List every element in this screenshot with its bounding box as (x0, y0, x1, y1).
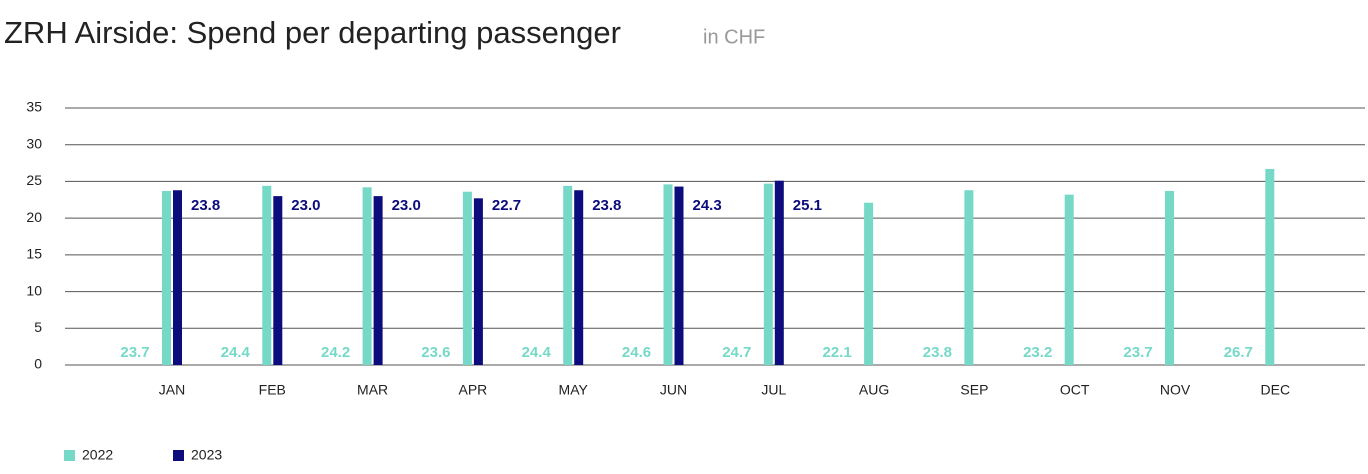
bar (373, 196, 383, 365)
value-label: 23.8 (191, 197, 220, 214)
y-tick-label: 10 (26, 282, 42, 298)
value-label: 23.6 (421, 344, 450, 361)
value-label: 25.1 (793, 197, 822, 214)
x-tick-label: APR (459, 382, 488, 398)
value-label: 24.2 (321, 344, 350, 361)
value-label: 23.7 (1123, 344, 1152, 361)
y-tick-label: 30 (26, 135, 42, 151)
bar (1265, 168, 1275, 365)
value-label: 24.4 (522, 344, 552, 361)
legend-label: 2022 (82, 447, 113, 463)
y-tick-label: 15 (26, 246, 42, 262)
bar (674, 186, 684, 365)
bar (663, 184, 673, 365)
value-label: 22.7 (492, 197, 521, 214)
value-label: 23.0 (291, 197, 320, 214)
y-tick-label: 20 (26, 209, 42, 225)
bar (273, 196, 283, 365)
value-label: 23.8 (923, 344, 952, 361)
value-label: 23.8 (592, 197, 621, 214)
bar (563, 185, 573, 365)
legend-label: 2023 (191, 447, 222, 463)
bar (1165, 190, 1174, 365)
bar (162, 190, 171, 365)
bar (774, 180, 784, 365)
x-tick-label: JUL (761, 382, 786, 398)
legend-swatch (173, 450, 184, 461)
value-label: 23.2 (1023, 344, 1052, 361)
y-tick-label: 25 (26, 172, 42, 188)
value-label: 22.1 (822, 344, 851, 361)
bar (574, 190, 584, 365)
value-label: 24.6 (622, 344, 651, 361)
y-tick-label: 35 (26, 99, 42, 115)
value-label: 23.0 (392, 197, 421, 214)
chart-subtitle: in CHF (703, 26, 765, 48)
y-tick-label: 5 (34, 319, 42, 335)
x-tick-label: DEC (1261, 382, 1291, 398)
bar (262, 185, 272, 365)
value-label: 26.7 (1224, 344, 1253, 361)
x-tick-label: AUG (859, 382, 889, 398)
bar (1064, 194, 1074, 365)
bar (473, 198, 483, 365)
value-label: 24.7 (722, 344, 751, 361)
value-label: 23.7 (120, 344, 149, 361)
legend-swatch (64, 450, 75, 461)
y-tick-label: 0 (34, 356, 42, 372)
bar (362, 187, 372, 365)
chart-title: ZRH Airside: Spend per departing passeng… (4, 15, 621, 50)
x-tick-label: JAN (159, 382, 185, 398)
value-label: 24.4 (221, 344, 251, 361)
x-tick-label: NOV (1160, 382, 1191, 398)
x-tick-label: MAR (357, 382, 388, 398)
x-tick-label: FEB (259, 382, 286, 398)
x-tick-label: SEP (960, 382, 988, 398)
bar (964, 190, 974, 365)
x-tick-label: JUN (660, 382, 687, 398)
bar (462, 191, 472, 365)
bar (864, 202, 874, 365)
bar (763, 183, 773, 365)
x-tick-label: MAY (559, 382, 589, 398)
value-label: 24.3 (693, 197, 722, 214)
x-tick-label: OCT (1060, 382, 1090, 398)
bar (173, 190, 182, 365)
